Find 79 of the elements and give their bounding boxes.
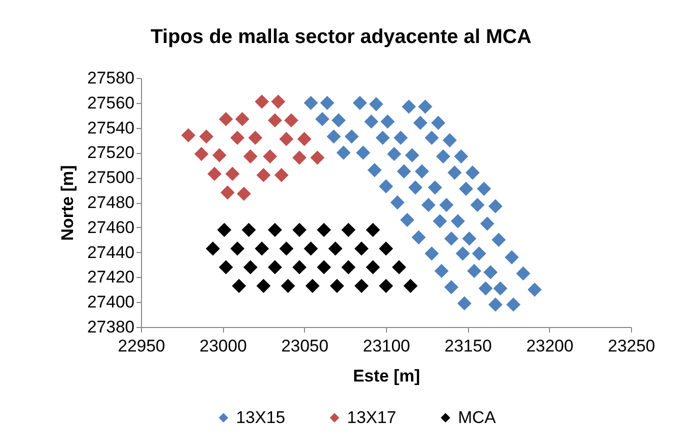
legend-label: 13X15 [236,408,286,427]
point [292,150,307,165]
point [378,241,394,256]
point [297,132,312,146]
point [316,222,332,237]
point [403,278,418,293]
legend-label: 13X17 [347,408,396,427]
x-tick-label: 23200 [526,336,574,356]
point [268,113,282,128]
y-tick-label: 27560 [87,93,134,112]
point [235,112,250,126]
point [199,129,214,144]
point [230,130,244,145]
point [207,166,222,181]
y-tick-label: 27500 [87,168,134,188]
point [316,260,332,274]
point [274,168,289,182]
point [392,260,406,274]
point [354,241,369,256]
point [328,241,342,256]
point [243,149,258,164]
point [279,241,294,256]
point [236,186,251,201]
point [354,278,369,293]
x-tick-label: 23100 [362,336,410,356]
point [256,168,271,182]
point [254,94,269,109]
point [225,166,240,181]
y-tick-label: 27520 [87,143,134,162]
point [292,260,307,274]
point [181,128,196,142]
point [366,260,380,274]
x-tick-label: 23050 [281,336,328,356]
point [254,241,269,256]
point [242,222,256,237]
point [262,149,278,164]
point [230,241,244,256]
point [256,278,271,293]
point [220,185,235,200]
y-tick-label: 27420 [87,268,134,287]
point [268,260,282,274]
point [280,278,296,293]
point [218,260,234,274]
point [206,241,220,256]
point [279,132,294,146]
point [248,130,262,145]
y-axis-title: Norte [m] [58,165,78,241]
chart-title: Tipos de malla sector adyacente al MCA [150,26,532,48]
x-axis-title: Este [m] [352,366,420,386]
point [304,241,318,256]
point [217,222,232,237]
point [341,222,356,237]
point [330,278,344,293]
point [243,260,258,274]
point [218,112,234,126]
y-tick-label: 27480 [87,193,134,212]
y-tick-label: 27460 [87,218,134,237]
y-tick-label: 27440 [87,242,134,262]
point [284,113,298,128]
point [232,278,246,293]
point [194,146,209,162]
point [310,150,324,165]
point [268,222,282,237]
point [305,278,320,293]
point [378,278,394,293]
legend-label: MCA [458,408,496,427]
point [292,222,307,237]
point [341,260,356,274]
y-tick-label: 27380 [87,318,134,336]
x-tick-label: 23000 [200,336,247,356]
y-tick-label: 27540 [87,118,134,138]
point [271,94,286,109]
point [212,148,226,162]
y-tick-label: 27400 [87,292,134,312]
x-tick-label: 23150 [444,336,492,356]
x-tick-label: 23250 [608,336,656,356]
x-tick-label: 22950 [118,336,166,356]
y-tick-label: 27580 [87,68,134,88]
point [366,222,380,237]
